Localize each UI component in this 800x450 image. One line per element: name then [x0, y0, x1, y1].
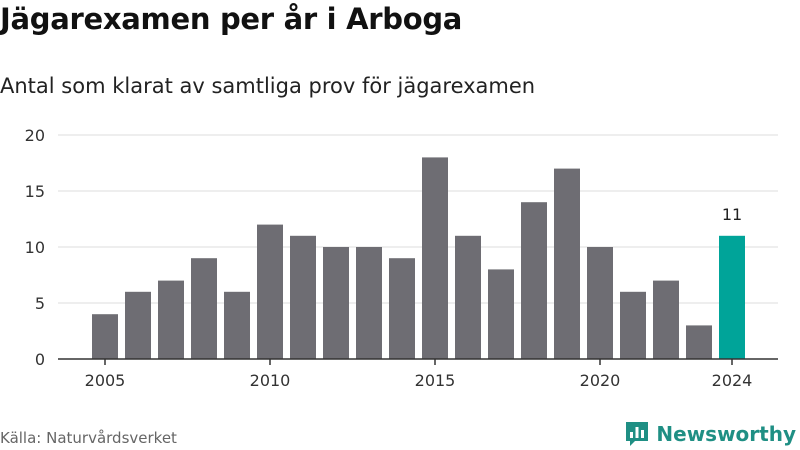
bar: [521, 202, 547, 359]
y-tick-label: 15: [25, 182, 45, 201]
bar: [686, 325, 712, 359]
bar: [587, 247, 613, 359]
bars: 11: [92, 157, 745, 359]
axes: 0 5 10 15 20 2005 2010 2015 2020 2024: [25, 126, 778, 390]
bar: [422, 157, 448, 359]
bar: [488, 269, 514, 359]
x-tick-label: 2024: [712, 371, 753, 390]
x-tick-label: 2015: [415, 371, 456, 390]
bar: [455, 235, 481, 359]
chart-subtitle: Antal som klarat av samtliga prov för jä…: [0, 74, 536, 98]
y-tick-label: 10: [25, 238, 45, 257]
brand-logo: Newsworthy: [624, 420, 796, 448]
bar: [224, 291, 250, 359]
x-tick-label: 2010: [250, 371, 291, 390]
x-tick-label: 2005: [85, 371, 126, 390]
bar-highlight: [719, 235, 745, 359]
bar: [290, 235, 316, 359]
brand-name: Newsworthy: [656, 422, 796, 446]
bar: [356, 247, 382, 359]
bar-chart-logo-icon: [626, 422, 649, 446]
bar: [389, 258, 415, 359]
y-tick-label: 5: [35, 294, 45, 313]
y-tick-label: 20: [25, 126, 45, 145]
bar-value-label: 11: [722, 205, 742, 224]
bar: [92, 314, 118, 359]
bar: [257, 224, 283, 359]
bar: [125, 291, 151, 359]
x-tick-label: 2020: [580, 371, 621, 390]
gridlines: [58, 134, 778, 304]
y-tick-label: 0: [35, 350, 45, 369]
bar: [158, 280, 184, 359]
chart-title: Jägarexamen per år i Arboga: [0, 2, 463, 36]
source-note: Källa: Naturvårdsverket: [0, 429, 177, 447]
bar: [620, 291, 646, 359]
bar: [554, 168, 580, 359]
bar: [323, 247, 349, 359]
bar: [191, 258, 217, 359]
bar: [653, 280, 679, 359]
